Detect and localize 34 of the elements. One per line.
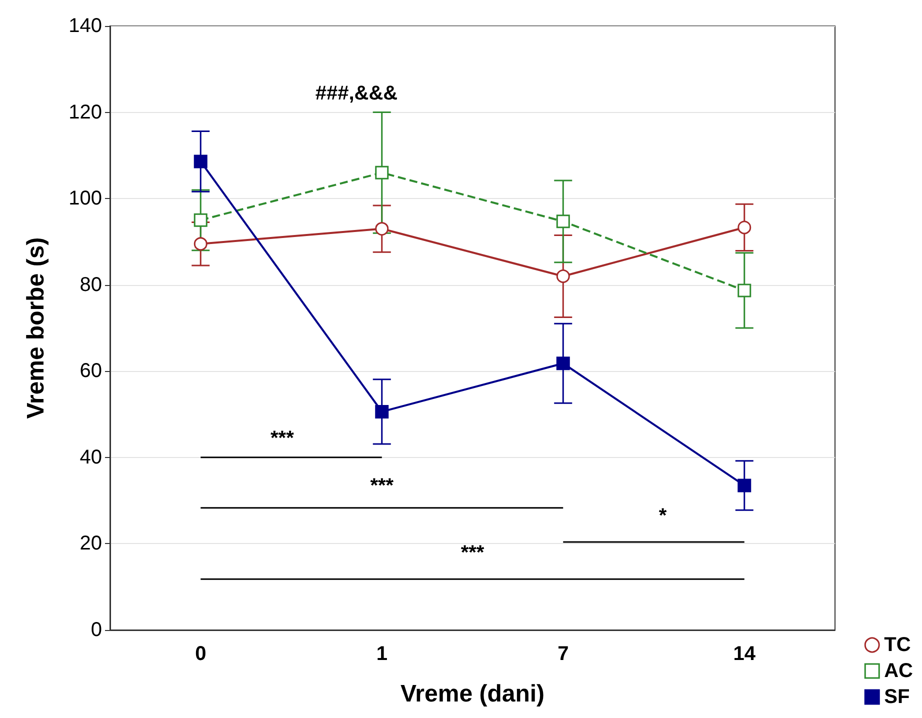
point [375,222,389,236]
legend-label: TC [884,634,911,656]
x-tick-label: 0 [195,643,206,665]
annotation: * [658,505,667,528]
x-axis-title: Vreme (dani) [400,680,545,708]
annotation: *** [460,542,484,564]
y-tick-label: 60 [80,360,102,382]
point [556,214,570,228]
y-tick-label: 100 [68,188,102,210]
point [375,404,389,418]
point [194,237,208,251]
annotation: ###,&&& [315,82,398,104]
y-tick-label: 40 [80,446,102,468]
point [738,478,752,492]
x-tick-label: 14 [733,643,756,665]
y-tick-label: 0 [90,619,102,641]
y-tick-label: 80 [80,274,102,296]
point [194,154,208,168]
x-tick-label: 7 [558,643,569,665]
point [556,269,570,283]
legend-label: SF [884,686,910,708]
y-tick-label: 20 [80,532,102,555]
point [738,284,752,298]
annotation: *** [370,474,394,497]
point [738,220,752,234]
y-tick-label: 140 [68,15,102,37]
point [194,213,208,227]
point [375,166,389,180]
point [556,356,570,370]
legend-label: AC [884,660,914,682]
x-tick-label: 1 [376,643,388,665]
annotation: *** [270,427,294,450]
y-tick-label: 120 [68,101,102,124]
y-axis-title: Vreme borbe (s) [22,237,50,419]
